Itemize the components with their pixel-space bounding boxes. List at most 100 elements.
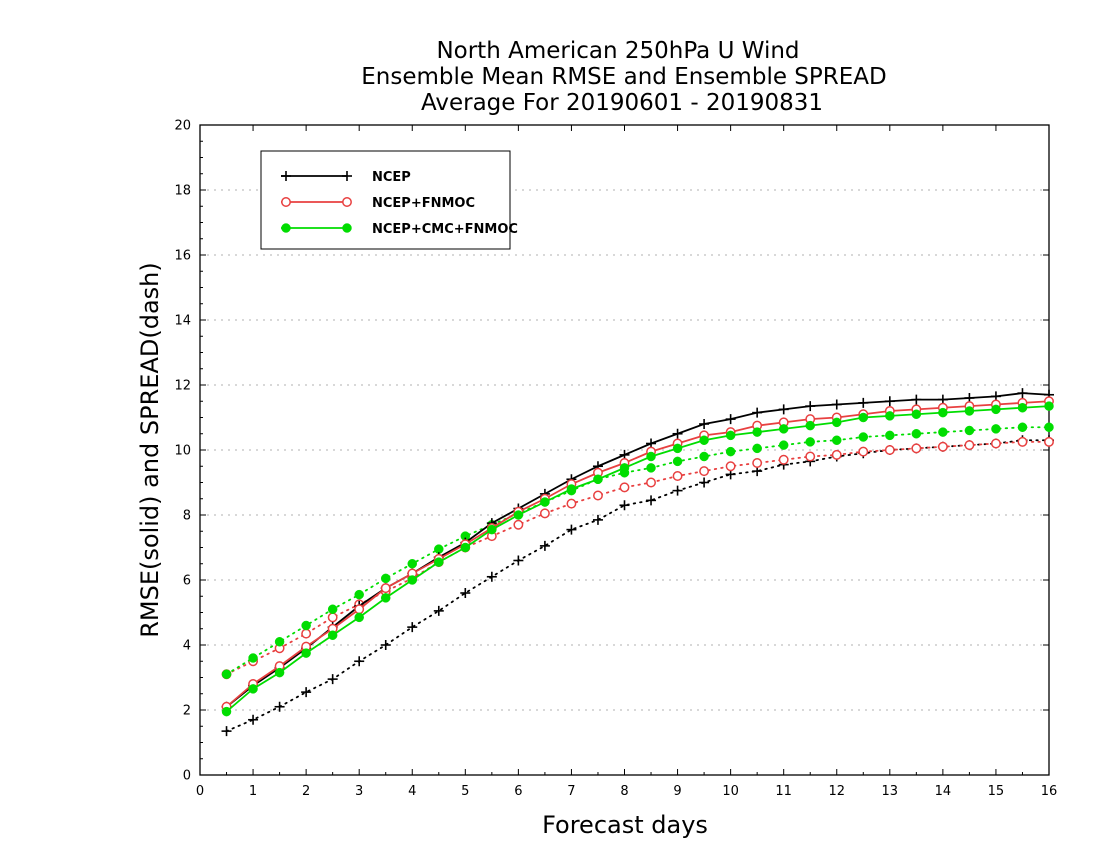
- spread-point-ncep-fnmoc: [964, 440, 975, 451]
- rmse-line-ncep-cmc-fnmoc: [225, 405, 1050, 713]
- rmse-point-ncep-cmc-fnmoc: [964, 406, 975, 416]
- legend-label-ncep-fnmoc: NCEP+FNMOC: [372, 196, 475, 211]
- x-tick-label: 12: [828, 784, 845, 799]
- rmse-point-ncep-cmc-fnmoc: [354, 612, 364, 623]
- y-tick-label: 2: [183, 704, 191, 719]
- spread-line-ncep-fnmoc: [225, 440, 1050, 676]
- rmse-point-ncep-cmc-fnmoc: [221, 706, 232, 717]
- legend-label-ncep: NCEP: [372, 170, 411, 185]
- spread-point-ncep-cmc-fnmoc: [327, 604, 338, 614]
- rmse-point-ncep-cmc-fnmoc: [805, 420, 815, 431]
- spread-point-ncep-cmc-fnmoc: [1017, 422, 1028, 432]
- rmse-point-ncep-cmc-fnmoc: [460, 542, 471, 553]
- rmse-point-ncep-fnmoc: [380, 583, 391, 594]
- x-tick-label: 16: [1041, 784, 1058, 799]
- rmse-point-ncep: [805, 401, 816, 412]
- rmse-point-ncep-cmc-fnmoc: [619, 463, 630, 473]
- title-line-1: North American 250hPa U Wind: [436, 38, 799, 64]
- spread-point-ncep-fnmoc: [990, 438, 1001, 449]
- spread-point-ncep-cmc-fnmoc: [407, 559, 417, 569]
- rmse-point-ncep-cmc-fnmoc: [327, 630, 338, 640]
- x-tick-label: 6: [514, 784, 522, 799]
- rmse-point-ncep-cmc-fnmoc: [991, 404, 1001, 415]
- spread-point-ncep: [301, 687, 312, 698]
- rmse-point-ncep-cmc-fnmoc: [407, 575, 417, 585]
- spread-point-ncep-cmc-fnmoc: [274, 637, 285, 647]
- legend: NCEP NCEP+FNMOC NCEP+CMC+FNMOC: [260, 150, 518, 250]
- spread-point-ncep: [513, 555, 524, 566]
- series-ncep-spread: [221, 435, 1054, 737]
- legend-entry-ncep-cmc-fnmoc: NCEP+CMC+FNMOC: [281, 222, 518, 237]
- spread-point-ncep: [248, 714, 259, 725]
- rmse-point-ncep-cmc-fnmoc: [778, 424, 789, 434]
- rmse-point-ncep: [699, 419, 710, 429]
- y-tick-label: 10: [174, 444, 191, 459]
- rmse-point-ncep-cmc-fnmoc: [858, 412, 869, 423]
- spread-point-ncep-cmc-fnmoc: [380, 573, 391, 584]
- y-tick-label: 4: [183, 639, 191, 654]
- legend-marker-right-ncep-fnmoc: [342, 197, 352, 207]
- spread-point-ncep: [619, 500, 630, 511]
- rmse-line-ncep: [225, 392, 1050, 708]
- spread-point-ncep: [433, 605, 444, 616]
- rmse-point-ncep-cmc-fnmoc: [725, 430, 736, 441]
- rmse-point-ncep-cmc-fnmoc: [699, 435, 709, 445]
- spread-point-ncep-fnmoc: [911, 443, 922, 454]
- rmse-point-ncep: [672, 428, 683, 439]
- spread-point-ncep: [592, 514, 603, 525]
- spread-point-ncep: [539, 540, 550, 551]
- spread-point-ncep-fnmoc: [858, 446, 869, 457]
- rmse-point-ncep-cmc-fnmoc: [1044, 401, 1054, 411]
- rmse-point-ncep-cmc-fnmoc: [487, 524, 497, 535]
- rmse-point-ncep-cmc-fnmoc: [938, 407, 948, 418]
- rmse-point-ncep: [1017, 388, 1028, 399]
- spread-point-ncep-cmc-fnmoc: [805, 437, 815, 447]
- spread-point-ncep-fnmoc: [884, 445, 895, 455]
- spread-point-ncep-fnmoc: [1017, 436, 1028, 447]
- legend-entry-ncep-fnmoc: NCEP+FNMOC: [281, 196, 475, 211]
- spread-point-ncep-fnmoc: [513, 519, 524, 530]
- spread-point-ncep-cmc-fnmoc: [885, 430, 895, 441]
- y-tick-label: 12: [174, 379, 191, 394]
- rmse-point-ncep-cmc-fnmoc: [911, 409, 922, 419]
- y-tick-label: 14: [174, 314, 191, 329]
- spread-point-ncep-fnmoc: [301, 628, 312, 639]
- spread-line-ncep: [225, 439, 1050, 733]
- y-tick-label: 16: [174, 249, 191, 264]
- spread-point-ncep-cmc-fnmoc: [354, 589, 364, 600]
- spread-point-ncep-cmc-fnmoc: [301, 620, 311, 631]
- rmse-point-ncep-cmc-fnmoc: [248, 684, 258, 694]
- spread-point-ncep-cmc-fnmoc: [832, 435, 842, 445]
- legend-entry-ncep: NCEP: [281, 170, 411, 185]
- spread-point-ncep-fnmoc: [593, 490, 603, 501]
- spread-point-ncep: [380, 640, 391, 650]
- spread-point-ncep-cmc-fnmoc: [911, 429, 922, 439]
- spread-point-ncep-cmc-fnmoc: [778, 440, 789, 450]
- series-ncep-rmse: [221, 388, 1054, 712]
- y-tick-label: 0: [183, 769, 191, 784]
- series-ncep-fnmoc-spread: [221, 436, 1054, 680]
- rmse-point-ncep-cmc-fnmoc: [434, 557, 444, 567]
- rmse-point-ncep-cmc-fnmoc: [380, 593, 391, 603]
- rmse-point-ncep: [778, 404, 789, 415]
- spread-point-ncep-fnmoc: [805, 451, 816, 462]
- spread-point-ncep-fnmoc: [937, 441, 948, 452]
- spread-point-ncep-cmc-fnmoc: [646, 463, 656, 473]
- spread-point-ncep: [460, 588, 471, 598]
- legend-box: [260, 150, 511, 250]
- spread-point-ncep: [407, 622, 418, 633]
- legend-marker-left-ncep-fnmoc: [281, 197, 291, 207]
- spread-point-ncep: [672, 485, 683, 496]
- spread-point-ncep-fnmoc: [699, 466, 710, 477]
- x-tick-label: 4: [408, 784, 416, 799]
- spread-point-ncep-fnmoc: [619, 482, 630, 493]
- rmse-point-ncep-cmc-fnmoc: [672, 443, 683, 454]
- x-tick-label: 9: [673, 784, 681, 799]
- rmse-point-ncep: [884, 396, 895, 407]
- rmse-point-ncep: [858, 397, 869, 408]
- legend-label-ncep-cmc-fnmoc: NCEP+CMC+FNMOC: [372, 222, 518, 237]
- x-tick-label: 14: [935, 784, 952, 799]
- x-tick-label: 2: [302, 784, 310, 799]
- spread-point-ncep-cmc-fnmoc: [725, 446, 736, 457]
- spread-point-ncep-fnmoc: [566, 498, 577, 509]
